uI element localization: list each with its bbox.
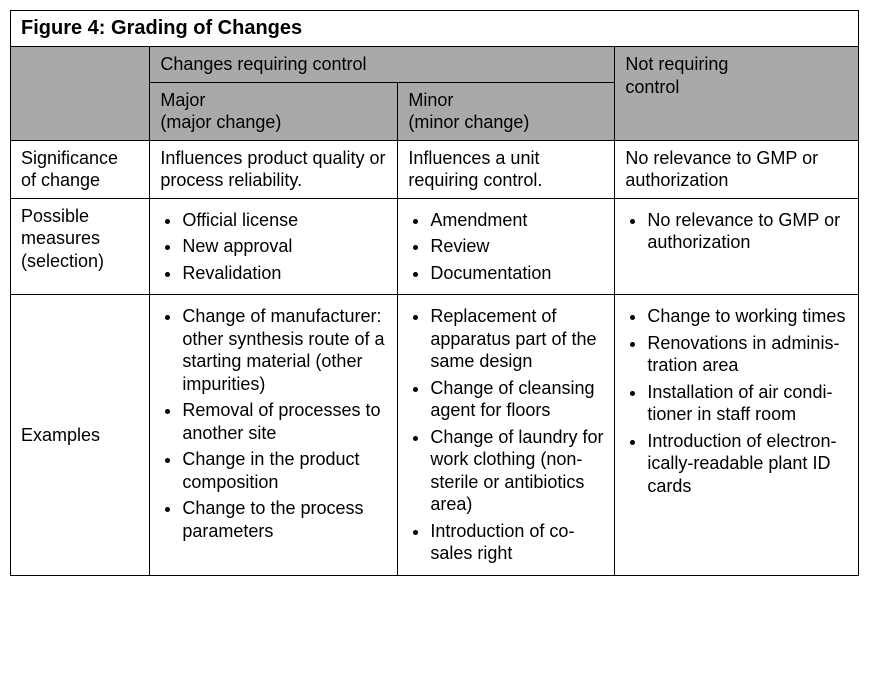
rowlabel-measures-line3: (selection) bbox=[21, 251, 104, 271]
cell-significance-minor: Influences a unit requiring control. bbox=[398, 140, 615, 198]
list-item: Review bbox=[430, 235, 604, 258]
list-examples-not: Change to working times Renovations in a… bbox=[625, 305, 848, 497]
cell-measures-major: Official license New approval Revalidati… bbox=[150, 198, 398, 295]
header-minor-line1: Minor bbox=[408, 90, 453, 110]
cell-significance-major: Influences product quality or process re… bbox=[150, 140, 398, 198]
cell-examples-not: Change to working times Renovations in a… bbox=[615, 295, 859, 576]
rowlabel-examples: Examples bbox=[11, 295, 150, 576]
list-item: Change of manufac­turer: other synthesis… bbox=[182, 305, 387, 395]
list-examples-major: Change of manufac­turer: other synthesis… bbox=[160, 305, 387, 542]
list-item: Renovations in adminis­tration area bbox=[647, 332, 848, 377]
row-examples: Examples Change of manufac­turer: other … bbox=[11, 295, 859, 576]
list-item: Change in the product composition bbox=[182, 448, 387, 493]
list-item: Documentation bbox=[430, 262, 604, 285]
list-measures-major: Official license New approval Revalidati… bbox=[160, 209, 387, 285]
list-item: Removal of processes to another site bbox=[182, 399, 387, 444]
header-not-line1: Not requiring bbox=[625, 54, 728, 74]
list-item: Change of laun­dry for work clothing (no… bbox=[430, 426, 604, 516]
row-measures: Possible measures (selection) Official l… bbox=[11, 198, 859, 295]
header-major-line1: Major bbox=[160, 90, 205, 110]
cell-examples-major: Change of manufac­turer: other synthesis… bbox=[150, 295, 398, 576]
list-item: Change to working times bbox=[647, 305, 848, 328]
list-item: Installation of air condi­tioner in staf… bbox=[647, 381, 848, 426]
cell-significance-not: No relevance to GMP or authorization bbox=[615, 140, 859, 198]
grading-of-changes-table: Figure 4: Grading of Changes Changes req… bbox=[10, 10, 859, 576]
list-item: Change of cleansing agent for floors bbox=[430, 377, 604, 422]
header-major-line2: (major change) bbox=[160, 112, 281, 132]
header-not-line2: control bbox=[625, 77, 679, 97]
header-not-requiring-control: Not requiring control bbox=[615, 47, 859, 141]
cell-measures-not: No relevance to GMP or authorization bbox=[615, 198, 859, 295]
rowlabel-significance-line1: Significance bbox=[21, 148, 118, 168]
header-empty-cell bbox=[11, 47, 150, 141]
list-measures-not: No relevance to GMP or authorization bbox=[625, 209, 848, 254]
rowlabel-significance-line2: of change bbox=[21, 170, 100, 190]
cell-examples-minor: Replacement of apparatus part of the sam… bbox=[398, 295, 615, 576]
list-item: Introduction of co-sales right bbox=[430, 520, 604, 565]
header-minor: Minor (minor change) bbox=[398, 82, 615, 140]
list-examples-minor: Replacement of apparatus part of the sam… bbox=[408, 305, 604, 565]
list-item: Replacement of apparatus part of the sam… bbox=[430, 305, 604, 373]
list-item: Amendment bbox=[430, 209, 604, 232]
row-significance: Significance of change Influences produc… bbox=[11, 140, 859, 198]
list-item: No relevance to GMP or authorization bbox=[647, 209, 848, 254]
rowlabel-measures-line1: Possible bbox=[21, 206, 89, 226]
list-item: Introduction of electron­ically-readable… bbox=[647, 430, 848, 498]
rowlabel-measures-line2: measures bbox=[21, 228, 100, 248]
rowlabel-measures: Possible measures (selection) bbox=[11, 198, 150, 295]
list-measures-minor: Amendment Review Documentation bbox=[408, 209, 604, 285]
list-item: Official license bbox=[182, 209, 387, 232]
list-item: Revalidation bbox=[182, 262, 387, 285]
cell-measures-minor: Amendment Review Documentation bbox=[398, 198, 615, 295]
list-item: Change to the process parameters bbox=[182, 497, 387, 542]
header-minor-line2: (minor change) bbox=[408, 112, 529, 132]
list-item: New approval bbox=[182, 235, 387, 258]
figure-title: Figure 4: Grading of Changes bbox=[11, 11, 859, 47]
rowlabel-significance: Significance of change bbox=[11, 140, 150, 198]
header-major: Major (major change) bbox=[150, 82, 398, 140]
header-group-text: Changes requiring control bbox=[160, 54, 366, 74]
header-changes-requiring-control: Changes requiring control bbox=[150, 47, 615, 83]
